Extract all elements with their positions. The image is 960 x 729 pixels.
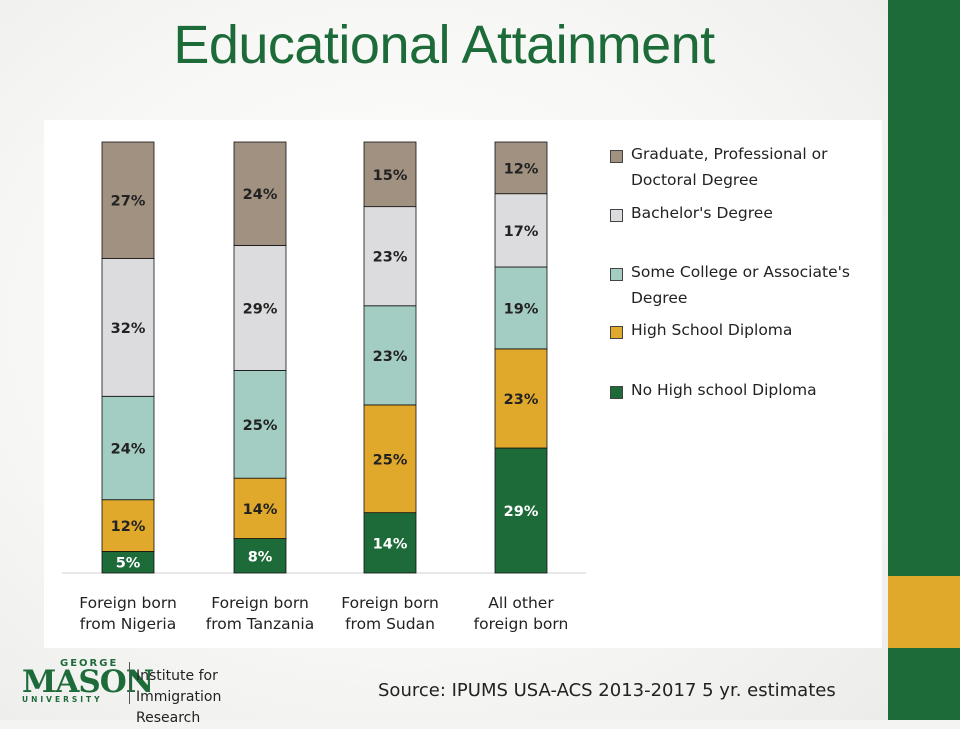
category-label: Foreign born	[211, 594, 309, 612]
bar-segment	[233, 477, 287, 539]
category-label: Foreign born	[341, 594, 439, 612]
legend-item: No High school Diploma	[610, 381, 871, 403]
data-label: 25%	[373, 452, 408, 468]
data-label: 19%	[504, 301, 539, 317]
data-label: 24%	[243, 187, 278, 203]
slide-title: Educational Attainment	[173, 15, 715, 75]
logo-divider	[129, 662, 130, 704]
legend-label: No High school Diploma	[631, 381, 817, 399]
source-note: Source: IPUMS USA-ACS 2013-2017 5 yr. es…	[378, 680, 836, 701]
bar-segment	[233, 141, 287, 246]
data-label: 12%	[504, 161, 539, 177]
category-label: from Nigeria	[80, 615, 176, 633]
legend-label: Bachelor's Degree	[631, 204, 773, 222]
data-label: 14%	[373, 536, 408, 552]
data-label: 27%	[111, 194, 146, 210]
data-label: 8%	[248, 549, 273, 565]
bar-segment	[101, 141, 155, 259]
bar-segment	[494, 348, 548, 449]
data-label: 29%	[243, 301, 278, 317]
legend-swatch	[610, 386, 623, 399]
data-label: 29%	[504, 504, 539, 520]
category-label: Foreign born	[79, 594, 177, 612]
data-label: 5%	[116, 556, 141, 572]
data-label: 25%	[243, 418, 278, 434]
legend-swatch	[610, 150, 623, 163]
category-label: foreign born	[474, 615, 569, 633]
bar-segment	[363, 404, 417, 514]
bar-segment	[494, 193, 548, 268]
category-label: from Sudan	[345, 615, 435, 633]
bar-segment	[363, 206, 417, 307]
data-label: 24%	[111, 442, 146, 458]
data-label: 32%	[111, 321, 146, 337]
side-band-gold	[888, 576, 960, 648]
data-label: 12%	[111, 519, 146, 535]
category-label: from Tanzania	[206, 615, 315, 633]
logo-institute-line1: Institute for	[136, 668, 218, 684]
data-label: 23%	[504, 392, 539, 408]
legend-label: Graduate, Professional or Doctoral Degre…	[631, 145, 828, 189]
legend-item: Graduate, Professional or Doctoral Degre…	[610, 145, 871, 193]
side-band-green-bottom	[888, 648, 960, 720]
legend-label: Some College or Associate's Degree	[631, 263, 850, 307]
bar-segment	[101, 499, 155, 552]
data-label: 23%	[373, 349, 408, 365]
bar-segment	[494, 141, 548, 195]
data-label: 15%	[373, 168, 408, 184]
legend-swatch	[610, 268, 623, 281]
logo-george-text: GEORGE	[60, 658, 119, 669]
bar-segment	[233, 245, 287, 371]
legend-item: Bachelor's Degree	[610, 204, 871, 226]
data-label: 17%	[504, 224, 539, 240]
bar-segment	[363, 305, 417, 406]
logo-university-text: UNIVERSITY	[22, 695, 103, 704]
bar-segment	[363, 512, 417, 574]
chart-panel	[44, 120, 882, 648]
legend-swatch	[610, 209, 623, 222]
legend-item: High School Diploma	[610, 321, 871, 343]
legend-swatch	[610, 326, 623, 339]
legend-label: High School Diploma	[631, 321, 793, 339]
side-band-green-top	[888, 0, 960, 576]
legend-item: Some College or Associate's Degree	[610, 263, 871, 311]
logo-institute-line2: Immigration Research	[136, 689, 222, 726]
bar-segment	[363, 141, 417, 208]
stacked-bar-chart: 5% 12% 24% 32% 27% Foreign born from Nigeria 8%…	[62, 141, 586, 633]
data-label: 23%	[373, 250, 408, 266]
logo-mason-text: MASON	[22, 664, 154, 700]
bar-segment	[494, 447, 548, 574]
bar-segment	[494, 266, 548, 350]
category-label: All other	[488, 594, 554, 612]
data-label: 14%	[243, 502, 278, 518]
bar-segment	[233, 370, 287, 479]
